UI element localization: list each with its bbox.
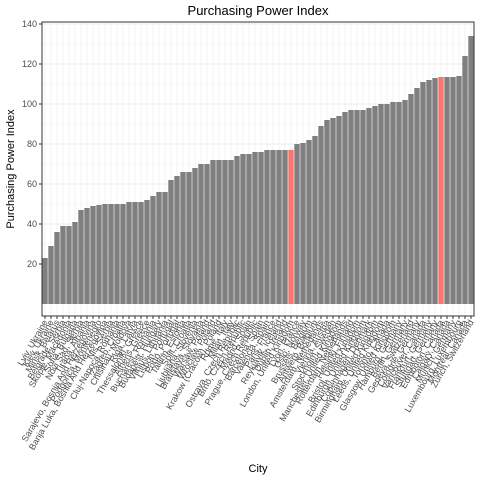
bar bbox=[198, 164, 204, 304]
bar bbox=[234, 156, 240, 304]
bar bbox=[384, 104, 390, 304]
bar bbox=[42, 258, 48, 304]
bar bbox=[402, 100, 408, 304]
bar bbox=[318, 126, 324, 304]
bar bbox=[378, 104, 384, 304]
bar bbox=[246, 154, 252, 304]
chart-title: Purchasing Power Index bbox=[188, 3, 329, 18]
bar bbox=[186, 172, 192, 304]
bar bbox=[192, 168, 198, 304]
bar bbox=[342, 112, 348, 304]
bar bbox=[300, 143, 306, 304]
bar bbox=[324, 120, 330, 304]
bar bbox=[66, 226, 72, 304]
bar bbox=[180, 172, 186, 304]
plot-border bbox=[41, 21, 475, 317]
bar bbox=[360, 110, 366, 304]
bar bbox=[120, 204, 126, 304]
bar bbox=[288, 150, 294, 304]
bar bbox=[54, 232, 60, 304]
bar bbox=[96, 205, 102, 304]
bar bbox=[84, 208, 90, 304]
bar bbox=[168, 180, 174, 304]
bar bbox=[48, 246, 54, 304]
bar bbox=[414, 88, 420, 304]
bar bbox=[144, 200, 150, 304]
bar bbox=[462, 56, 468, 304]
bar bbox=[366, 108, 372, 304]
bar bbox=[132, 202, 138, 304]
bar bbox=[420, 82, 426, 304]
y-tick-label: 120 bbox=[22, 59, 37, 69]
bar bbox=[228, 160, 234, 304]
bar bbox=[216, 160, 222, 304]
bar bbox=[432, 78, 438, 304]
bar bbox=[108, 204, 114, 304]
y-tick-label: 80 bbox=[27, 139, 37, 149]
bar bbox=[450, 77, 456, 304]
bar bbox=[312, 136, 318, 304]
bar bbox=[282, 150, 288, 304]
bar bbox=[78, 210, 84, 304]
bar bbox=[204, 164, 210, 304]
bar bbox=[156, 192, 162, 304]
y-axis-title: Purchasing Power Index bbox=[5, 109, 17, 229]
bar bbox=[210, 160, 216, 304]
y-tick-label: 20 bbox=[27, 259, 37, 269]
bar bbox=[330, 118, 336, 304]
bar bbox=[438, 77, 444, 304]
y-tick-label: 100 bbox=[22, 99, 37, 109]
bar bbox=[162, 192, 168, 304]
bar bbox=[264, 150, 270, 304]
bar bbox=[102, 204, 108, 304]
bar bbox=[60, 226, 66, 304]
bar bbox=[306, 140, 312, 304]
bar bbox=[90, 206, 96, 304]
bar bbox=[276, 150, 282, 304]
bar bbox=[222, 160, 228, 304]
bar bbox=[408, 94, 414, 304]
bar bbox=[396, 102, 402, 304]
bar bbox=[72, 222, 78, 304]
bar bbox=[114, 204, 120, 304]
bar bbox=[372, 106, 378, 304]
y-tick-label: 60 bbox=[27, 179, 37, 189]
bar bbox=[270, 150, 276, 304]
x-axis-title: City bbox=[249, 463, 268, 475]
bar bbox=[444, 77, 450, 304]
bar bbox=[174, 176, 180, 304]
bar bbox=[138, 202, 144, 304]
bar bbox=[294, 144, 300, 304]
bar bbox=[258, 152, 264, 304]
y-tick-label: 40 bbox=[27, 219, 37, 229]
bar bbox=[456, 76, 462, 304]
bar bbox=[336, 116, 342, 304]
bar bbox=[426, 80, 432, 304]
bar bbox=[126, 202, 132, 304]
bar bbox=[150, 196, 156, 304]
bar bbox=[390, 102, 396, 304]
bar bbox=[252, 152, 258, 304]
y-tick-label: 140 bbox=[22, 19, 37, 29]
bar bbox=[354, 110, 360, 304]
bar bbox=[348, 110, 354, 304]
bar bbox=[468, 36, 474, 304]
bar bbox=[240, 154, 246, 304]
plot-background bbox=[42, 22, 474, 316]
